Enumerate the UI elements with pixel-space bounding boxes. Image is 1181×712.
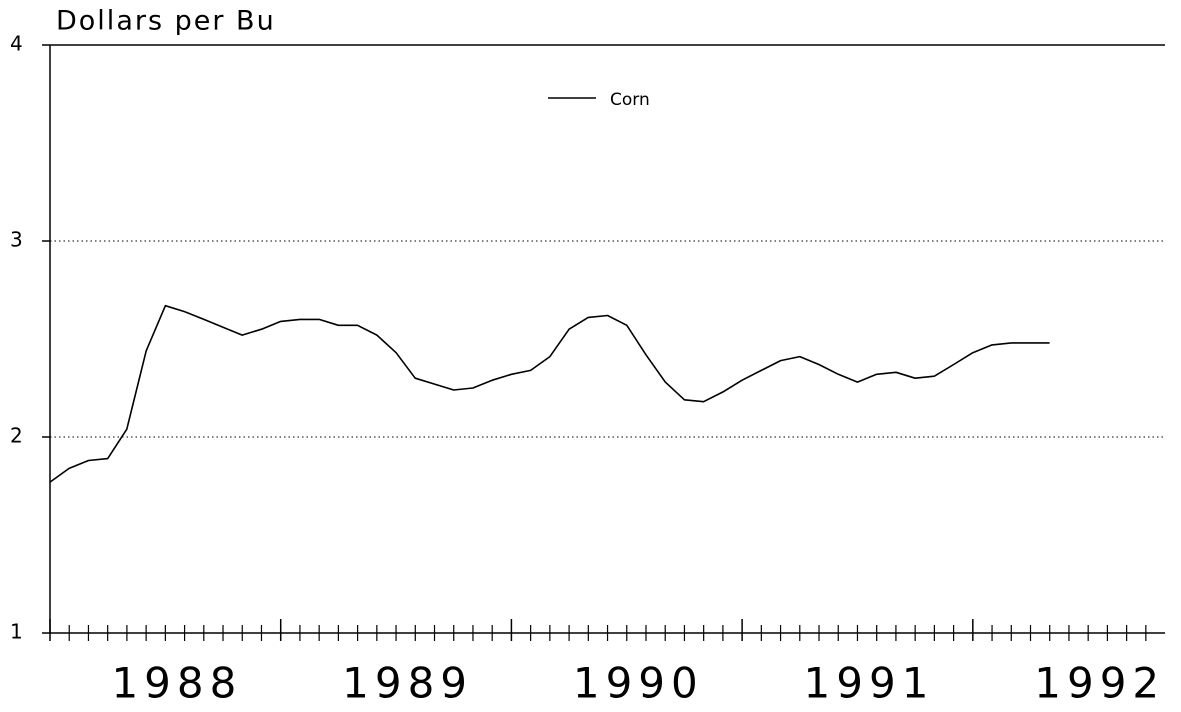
y-tick-label: 3 [10,228,23,252]
legend-label: Corn [610,90,650,110]
y-tick-label: 4 [10,32,23,56]
x-tick-label: 1990 [573,659,704,708]
x-tick-label: 1988 [111,659,242,708]
line-series [49,304,1050,483]
x-tick-label: 1991 [804,659,935,708]
y-tick-label: 2 [10,424,23,448]
x-tick-label: 1992 [1034,659,1165,708]
y-tick-label: 1 [10,620,23,644]
chart-title: Dollars per Bu [56,6,276,37]
x-tick-label: 1989 [342,659,473,708]
